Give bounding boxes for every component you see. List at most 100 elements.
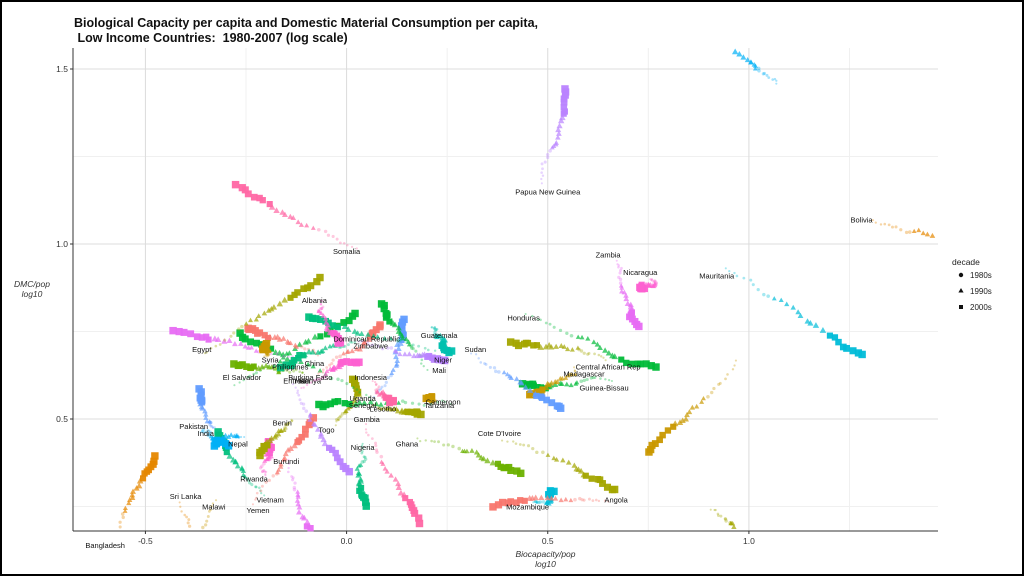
data-point-1990s — [345, 348, 351, 354]
data-point-1990s — [266, 364, 273, 370]
data-point-1990s — [395, 480, 402, 487]
data-point-1980s — [372, 395, 376, 399]
chart-title-line2: Low Income Countries: 1980-2007 (log sca… — [74, 31, 348, 45]
data-point-2000s — [843, 344, 851, 352]
data-point-2000s — [287, 362, 295, 370]
data-point-1980s — [374, 441, 378, 445]
data-point-1980s — [378, 388, 381, 392]
data-point-2000s — [520, 340, 528, 348]
data-point-1980s — [524, 312, 527, 316]
data-point-1990s — [356, 399, 363, 406]
data-point-1990s — [621, 289, 628, 295]
data-point-1980s — [260, 491, 263, 495]
data-point-2000s — [517, 497, 524, 504]
data-point-1980s — [264, 480, 268, 484]
data-point-1980s — [726, 373, 729, 376]
data-point-1990s — [232, 340, 238, 347]
data-point-1980s — [501, 439, 504, 442]
country-label: Nepal — [228, 440, 248, 449]
country-label: Zimbabwe — [353, 342, 388, 351]
data-point-1980s — [335, 420, 338, 423]
country-label: India — [198, 429, 215, 438]
data-point-2000s — [506, 338, 515, 346]
data-point-2000s — [343, 358, 350, 365]
data-point-2000s — [223, 449, 230, 456]
data-point-1990s — [356, 463, 362, 468]
data-point-2000s — [256, 194, 263, 202]
data-point-1990s — [504, 371, 510, 377]
data-point-1980s — [543, 160, 547, 164]
data-point-1990s — [304, 222, 310, 228]
data-point-1990s — [315, 349, 322, 355]
data-point-2000s — [362, 502, 370, 510]
data-point-1980s — [728, 270, 731, 273]
data-point-1980s — [291, 476, 295, 480]
data-point-1980s — [362, 455, 366, 459]
data-point-1980s — [209, 508, 212, 512]
data-point-1980s — [375, 382, 378, 386]
data-point-1980s — [879, 223, 883, 226]
data-point-1980s — [400, 399, 405, 403]
data-point-1980s — [604, 378, 607, 381]
data-point-1990s — [234, 463, 241, 469]
data-point-2000s — [430, 356, 438, 363]
data-point-1990s — [278, 461, 284, 467]
data-point-2000s — [317, 316, 324, 323]
data-point-1980s — [599, 377, 602, 380]
data-point-1980s — [120, 512, 125, 516]
data-point-2000s — [440, 356, 449, 365]
data-point-1980s — [248, 374, 252, 378]
data-point-1980s — [757, 69, 761, 73]
data-point-1990s — [265, 307, 272, 313]
data-point-2000s — [636, 360, 644, 368]
data-point-1990s — [812, 322, 820, 328]
data-point-2000s — [402, 495, 409, 502]
data-point-2000s — [561, 108, 568, 115]
data-point-1990s — [575, 334, 581, 339]
data-point-1980s — [735, 274, 739, 278]
data-point-1980s — [545, 152, 550, 157]
data-point-2000s — [294, 289, 301, 296]
data-point-1980s — [121, 515, 125, 520]
data-point-1980s — [291, 383, 295, 386]
data-point-2000s — [238, 333, 247, 342]
data-point-1980s — [723, 517, 727, 521]
data-point-1980s — [506, 440, 509, 443]
data-point-2000s — [507, 466, 515, 475]
data-point-1990s — [744, 56, 751, 63]
data-point-1980s — [582, 378, 586, 383]
data-point-1990s — [563, 496, 569, 502]
data-point-1980s — [262, 468, 266, 472]
country-label: Albania — [302, 296, 328, 305]
data-point-1980s — [210, 424, 214, 428]
data-point-2000s — [327, 326, 334, 333]
data-point-2000s — [513, 467, 521, 475]
data-point-2000s — [287, 294, 294, 301]
data-point-1990s — [275, 469, 280, 475]
data-point-1980s — [318, 307, 323, 311]
data-point-1990s — [553, 343, 560, 349]
country-label: Senegal — [349, 401, 377, 410]
data-point-2000s — [582, 472, 589, 479]
data-point-2000s — [348, 375, 357, 384]
x-tick-label: 0.5 — [542, 536, 554, 546]
data-point-1990s — [555, 126, 562, 133]
data-point-1980s — [300, 345, 304, 349]
data-point-1980s — [208, 423, 212, 427]
data-point-2000s — [389, 397, 397, 406]
data-point-1980s — [374, 383, 378, 387]
data-point-1980s — [713, 508, 716, 512]
data-point-2000s — [610, 485, 619, 494]
data-point-1980s — [589, 376, 593, 380]
data-point-2000s — [331, 398, 339, 406]
chart-title-line1: Biological Capacity per capita and Domes… — [74, 16, 538, 30]
country-label: Burundi — [273, 457, 299, 466]
data-point-1980s — [331, 358, 335, 362]
data-point-1980s — [246, 478, 251, 482]
data-point-1980s — [649, 278, 652, 281]
data-point-1980s — [653, 279, 657, 283]
data-point-2000s — [334, 324, 341, 331]
country-label: Mauritania — [699, 272, 735, 281]
data-point-1990s — [388, 335, 394, 341]
data-point-1990s — [316, 308, 322, 314]
